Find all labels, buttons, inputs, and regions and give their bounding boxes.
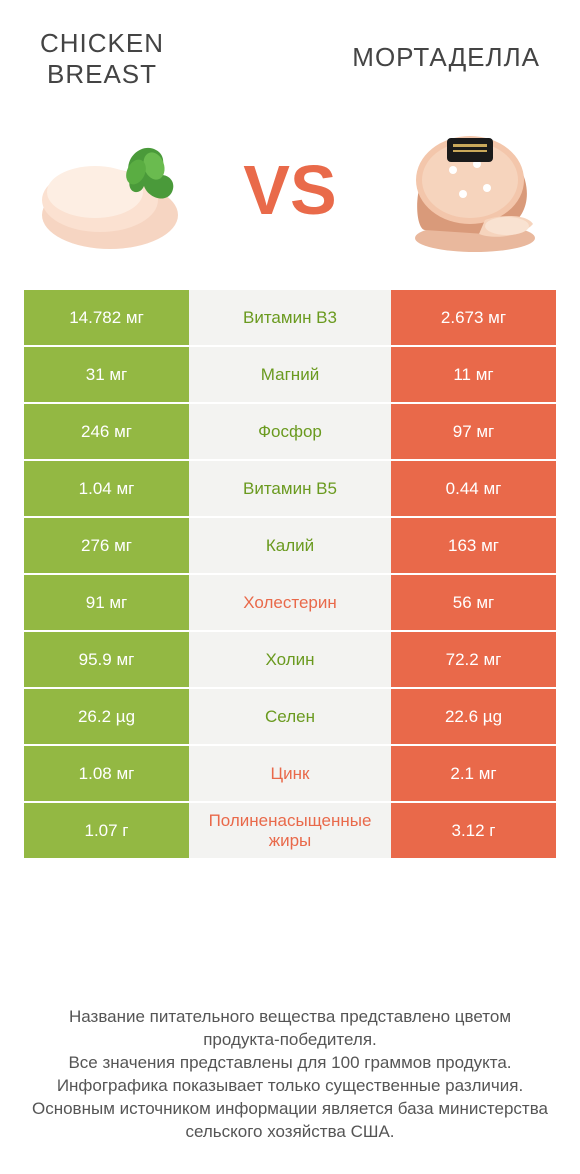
table-row: 95.9 мгХолин72.2 мг xyxy=(24,632,556,689)
value-right: 22.6 µg xyxy=(391,689,556,744)
table-row: 246 мгФосфор97 мг xyxy=(24,404,556,461)
value-right: 0.44 мг xyxy=(391,461,556,516)
nutrient-label: Витамин B5 xyxy=(189,461,391,516)
table-row: 26.2 µgСелен22.6 µg xyxy=(24,689,556,746)
value-left: 246 мг xyxy=(24,404,189,459)
footer-notes: Название питательного вещества представл… xyxy=(0,1006,580,1144)
footer-line-4: Основным источником информации является … xyxy=(30,1098,550,1144)
value-right: 163 мг xyxy=(391,518,556,573)
value-left: 14.782 мг xyxy=(24,290,189,345)
value-right: 97 мг xyxy=(391,404,556,459)
value-right: 72.2 мг xyxy=(391,632,556,687)
table-row: 91 мгХолестерин56 мг xyxy=(24,575,556,632)
nutrient-label: Селен xyxy=(189,689,391,744)
table-row: 31 мгМагний11 мг xyxy=(24,347,556,404)
value-left: 91 мг xyxy=(24,575,189,630)
vs-label: VS xyxy=(243,155,336,225)
nutrient-label: Калий xyxy=(189,518,391,573)
image-row: VS xyxy=(0,90,580,290)
footer-line-2: Все значения представлены для 100 граммо… xyxy=(30,1052,550,1075)
table-row: 276 мгКалий163 мг xyxy=(24,518,556,575)
mortadella-image xyxy=(375,120,550,260)
value-left: 95.9 мг xyxy=(24,632,189,687)
nutrient-label: Цинк xyxy=(189,746,391,801)
value-right: 2.673 мг xyxy=(391,290,556,345)
value-left: 26.2 µg xyxy=(24,689,189,744)
header: CHICKEN BREAST МОРТАДЕЛЛА xyxy=(0,0,580,90)
nutrient-label: Фосфор xyxy=(189,404,391,459)
nutrient-label: Витамин B3 xyxy=(189,290,391,345)
table-row: 14.782 мгВитамин B32.673 мг xyxy=(24,290,556,347)
value-left: 1.04 мг xyxy=(24,461,189,516)
title-right: МОРТАДЕЛЛА xyxy=(352,28,540,73)
value-right: 11 мг xyxy=(391,347,556,402)
value-right: 3.12 г xyxy=(391,803,556,858)
nutrient-label: Холин xyxy=(189,632,391,687)
footer-line-1: Название питательного вещества представл… xyxy=(30,1006,550,1052)
value-left: 31 мг xyxy=(24,347,189,402)
nutrient-table: 14.782 мгВитамин B32.673 мг31 мгМагний11… xyxy=(24,290,556,860)
value-right: 2.1 мг xyxy=(391,746,556,801)
value-right: 56 мг xyxy=(391,575,556,630)
table-row: 1.07 гПолиненасыщенные жиры3.12 г xyxy=(24,803,556,860)
nutrient-label: Магний xyxy=(189,347,391,402)
nutrient-label: Полиненасыщенные жиры xyxy=(189,803,391,858)
table-row: 1.08 мгЦинк2.1 мг xyxy=(24,746,556,803)
table-row: 1.04 мгВитамин B50.44 мг xyxy=(24,461,556,518)
value-left: 276 мг xyxy=(24,518,189,573)
footer-line-3: Инфографика показывает только существенн… xyxy=(30,1075,550,1098)
value-left: 1.08 мг xyxy=(24,746,189,801)
nutrient-label: Холестерин xyxy=(189,575,391,630)
title-left: CHICKEN BREAST xyxy=(40,28,164,90)
value-left: 1.07 г xyxy=(24,803,189,858)
chicken-breast-image xyxy=(30,120,205,260)
